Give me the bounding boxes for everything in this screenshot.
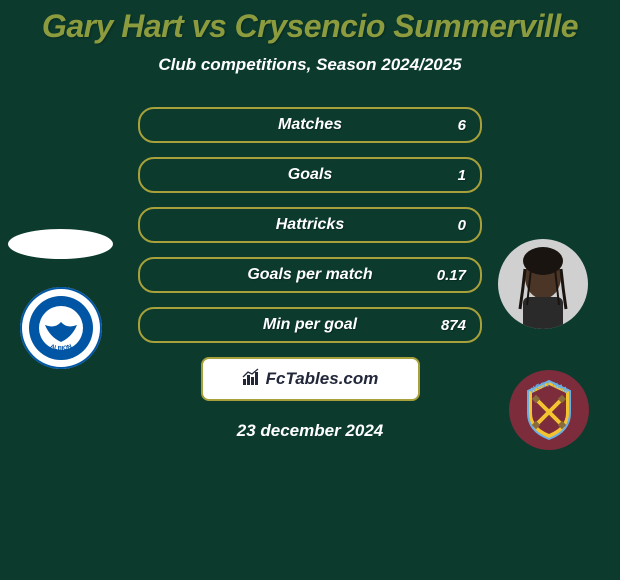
stat-label: Min per goal bbox=[263, 316, 357, 334]
chart-icon bbox=[242, 368, 260, 391]
main-title: Gary Hart vs Crysencio Summerville bbox=[0, 0, 620, 45]
club2-badge: WEST HAM bbox=[508, 369, 590, 451]
stat-value: 874 bbox=[441, 317, 466, 334]
stat-value: 0.17 bbox=[437, 267, 466, 284]
stat-label: Goals bbox=[288, 166, 332, 184]
stat-label: Matches bbox=[278, 116, 342, 134]
club1-badge: BRIGHTON & HOVE ALBION bbox=[20, 287, 102, 369]
stat-row-min-per-goal: Min per goal 874 bbox=[138, 307, 482, 343]
stat-row-goals: Goals 1 bbox=[138, 157, 482, 193]
stat-value: 0 bbox=[458, 217, 466, 234]
stat-row-matches: Matches 6 bbox=[138, 107, 482, 143]
brand-text: FcTables.com bbox=[266, 369, 379, 389]
stat-row-hattricks: Hattricks 0 bbox=[138, 207, 482, 243]
stat-value: 6 bbox=[458, 117, 466, 134]
stat-label: Goals per match bbox=[247, 266, 372, 284]
stat-row-goals-per-match: Goals per match 0.17 bbox=[138, 257, 482, 293]
player2-avatar bbox=[498, 239, 588, 329]
stat-value: 1 bbox=[458, 167, 466, 184]
stat-label: Hattricks bbox=[276, 216, 344, 234]
player1-avatar-placeholder bbox=[8, 229, 113, 259]
stats-area: BRIGHTON & HOVE ALBION WEST HAM Matc bbox=[0, 107, 620, 441]
comparison-widget: Gary Hart vs Crysencio Summerville Club … bbox=[0, 0, 620, 580]
brand-box[interactable]: FcTables.com bbox=[201, 357, 420, 401]
subtitle: Club competitions, Season 2024/2025 bbox=[0, 55, 620, 75]
